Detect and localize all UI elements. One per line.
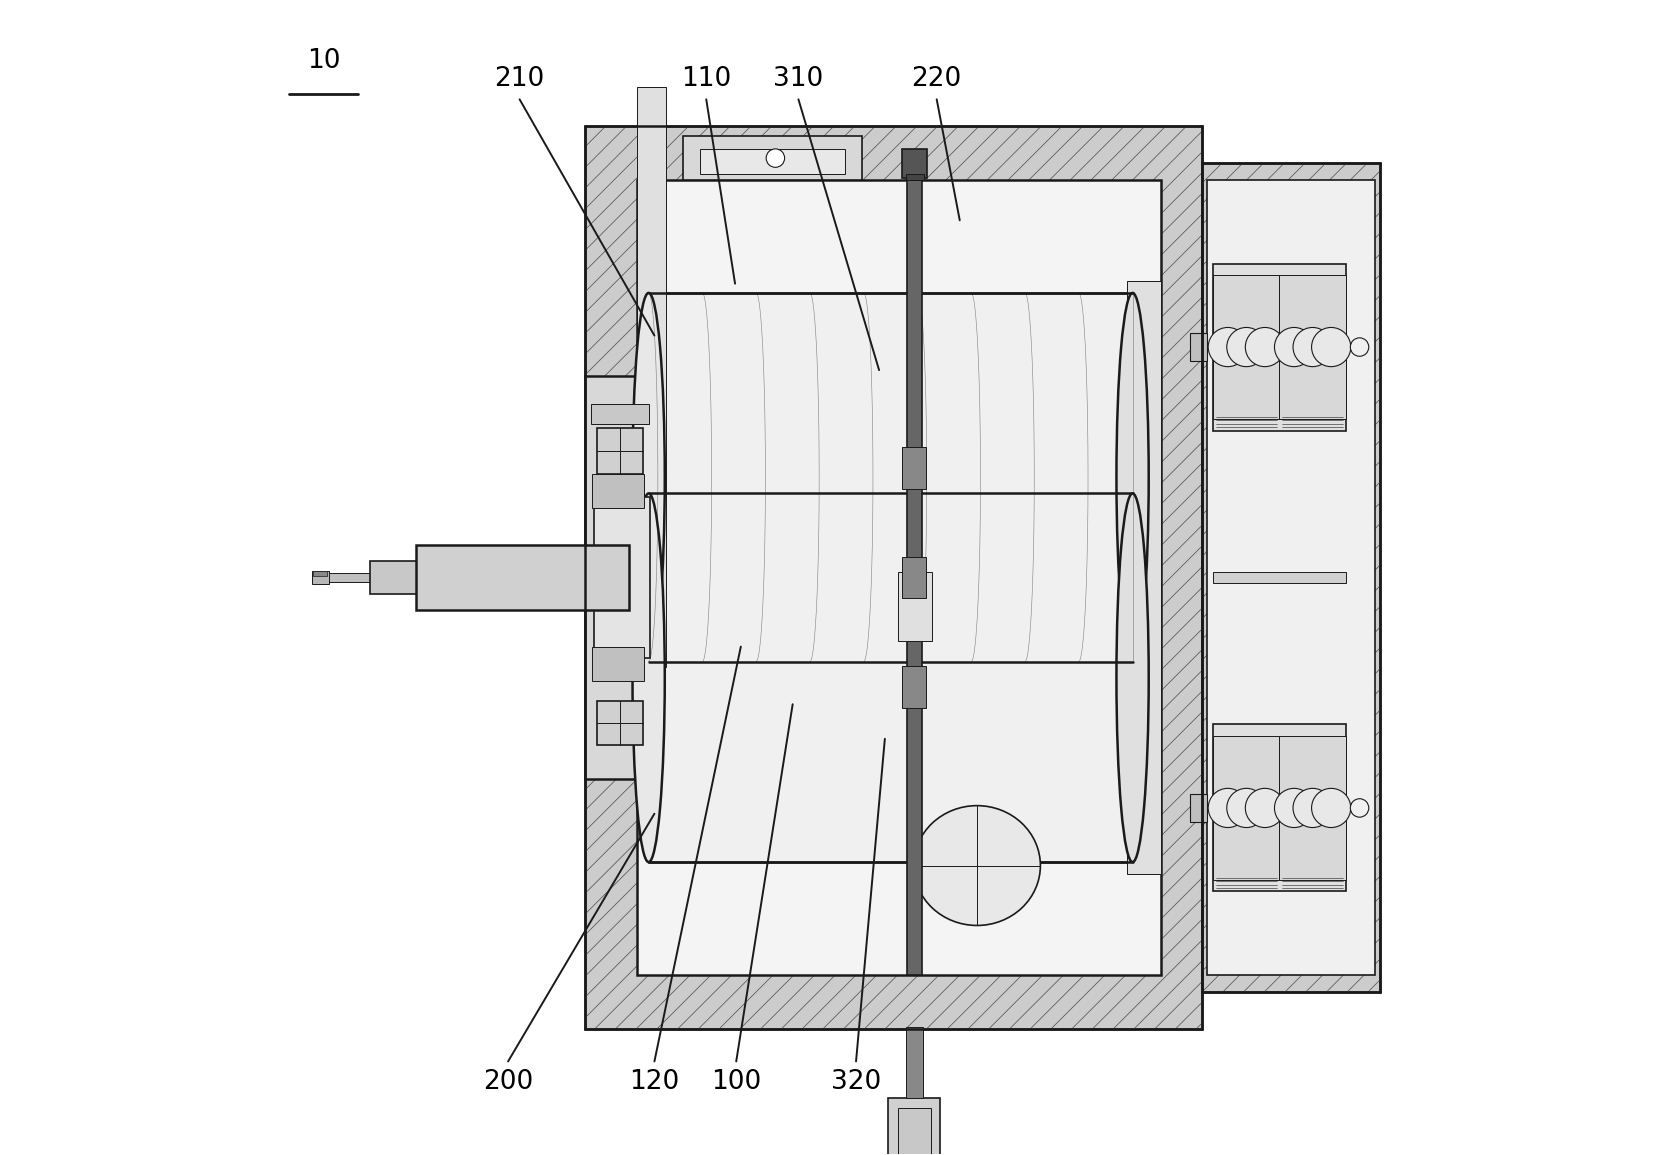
Bar	[888, 1098, 940, 1155]
Bar	[591, 647, 645, 681]
Circle shape	[1274, 789, 1314, 827]
Bar	[898, 572, 931, 641]
Bar	[591, 403, 648, 424]
Text: 320: 320	[831, 1070, 881, 1095]
Bar	[700, 149, 845, 174]
Circle shape	[1226, 328, 1266, 366]
Bar	[906, 1027, 923, 1098]
Bar	[1213, 724, 1346, 892]
Ellipse shape	[633, 293, 665, 662]
Bar	[648, 293, 1133, 862]
Text: 220: 220	[911, 66, 961, 91]
Ellipse shape	[1116, 293, 1150, 662]
Bar	[595, 497, 650, 658]
Bar	[596, 427, 643, 474]
Bar	[906, 174, 925, 180]
Text: 310: 310	[773, 66, 823, 91]
Bar	[585, 126, 1201, 1029]
Bar	[683, 136, 861, 180]
Circle shape	[1351, 338, 1369, 356]
Bar	[312, 573, 521, 582]
Bar	[1201, 163, 1381, 992]
Text: 210: 210	[495, 66, 545, 91]
Bar	[901, 666, 926, 708]
Circle shape	[1311, 328, 1351, 366]
Bar	[1213, 263, 1346, 431]
Bar	[898, 1108, 931, 1155]
Bar	[1208, 180, 1374, 975]
Circle shape	[1208, 789, 1248, 827]
Bar	[312, 571, 330, 584]
Circle shape	[1311, 789, 1351, 827]
Bar	[1279, 275, 1346, 419]
Bar	[416, 545, 630, 610]
Circle shape	[1245, 789, 1284, 827]
Bar	[901, 447, 926, 489]
Ellipse shape	[633, 493, 665, 862]
Bar	[1190, 334, 1208, 360]
Text: 110: 110	[681, 66, 731, 91]
Bar	[1213, 275, 1279, 419]
Circle shape	[1351, 799, 1369, 817]
Bar	[585, 375, 655, 780]
Bar	[313, 571, 327, 576]
Bar	[1213, 572, 1346, 583]
Bar	[1190, 795, 1208, 821]
Bar	[1213, 736, 1279, 880]
Text: 100: 100	[711, 1070, 761, 1095]
Circle shape	[766, 149, 785, 167]
Circle shape	[1274, 328, 1314, 366]
Circle shape	[1245, 328, 1284, 366]
Circle shape	[1293, 328, 1333, 366]
Bar	[370, 561, 485, 594]
Circle shape	[1293, 789, 1333, 827]
Bar	[591, 474, 645, 508]
Bar	[901, 149, 928, 178]
Bar	[636, 180, 1161, 975]
Bar	[901, 557, 926, 598]
Text: 120: 120	[630, 1070, 680, 1095]
Bar	[906, 180, 921, 975]
Ellipse shape	[1116, 493, 1150, 862]
Text: 200: 200	[483, 1070, 533, 1095]
Bar	[1279, 736, 1346, 880]
Circle shape	[1226, 789, 1266, 827]
Circle shape	[1208, 328, 1248, 366]
Bar	[596, 701, 643, 745]
Bar	[636, 87, 666, 668]
Bar	[1126, 282, 1161, 873]
Ellipse shape	[913, 806, 1040, 925]
Text: 10: 10	[307, 49, 340, 74]
